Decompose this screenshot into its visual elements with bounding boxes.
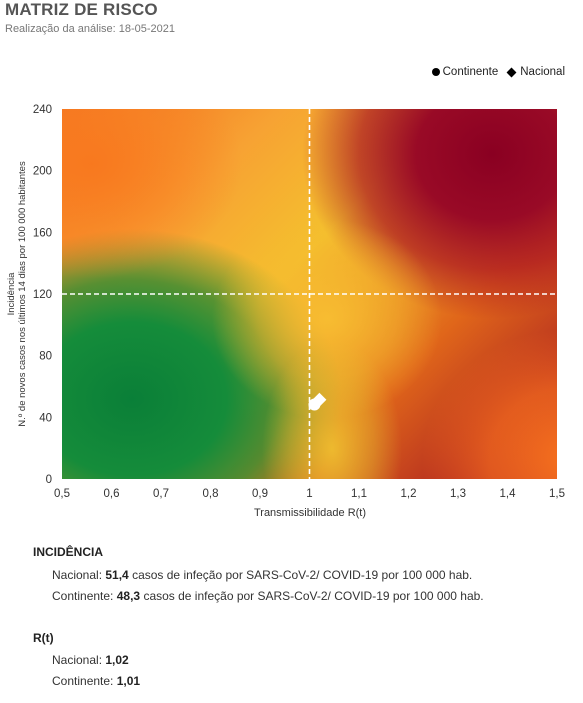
x-tick-label: 1,5 bbox=[549, 488, 565, 500]
x-tick-label: 0,7 bbox=[153, 488, 169, 500]
rt-continente-value: 1,01 bbox=[116, 674, 141, 688]
x-tick-label: 1 bbox=[306, 488, 312, 500]
x-tick-label: 1,4 bbox=[500, 488, 517, 500]
x-tick-label: 1,3 bbox=[450, 488, 466, 500]
incidencia-nacional-label: Nacional: bbox=[52, 568, 103, 582]
rt-nacional: Nacional: 1,02 bbox=[52, 653, 129, 667]
x-tick-label: 0,6 bbox=[104, 488, 120, 500]
circle-marker-icon bbox=[431, 68, 440, 76]
x-tick-label: 0,8 bbox=[203, 488, 219, 500]
y-tick-label: 200 bbox=[33, 166, 52, 178]
rt-nacional-value: 1,02 bbox=[105, 653, 129, 667]
y-axis-label-line2: N.º de novos casos nos últimos 14 dias p… bbox=[17, 161, 28, 427]
page-title: MATRIZ DE RISCO bbox=[5, 0, 158, 19]
legend-item-nacional: Nacional bbox=[506, 66, 565, 78]
incidencia-nacional: Nacional: 51,4 casos de infeção por SARS… bbox=[52, 568, 472, 582]
x-tick-label: 0,5 bbox=[54, 488, 70, 500]
y-tick-label: 0 bbox=[46, 474, 52, 486]
legend-item-continente: Continente bbox=[431, 66, 499, 78]
x-axis-label: Transmissibilidade R(t) bbox=[254, 507, 366, 519]
incidencia-nacional-text: casos de infeção por SARS-CoV-2/ COVID-1… bbox=[132, 568, 473, 582]
y-tick-label: 80 bbox=[39, 351, 52, 363]
y-tick-label: 240 bbox=[33, 104, 52, 116]
analysis-date: Realização da análise: 18-05-2021 bbox=[5, 23, 176, 35]
legend-label-continente: Continente bbox=[442, 66, 499, 78]
incidencia-heading: INCIDÊNCIA bbox=[33, 545, 104, 559]
y-tick-label: 40 bbox=[39, 412, 52, 424]
legend-label-nacional: Nacional bbox=[520, 66, 565, 78]
point-nacional bbox=[312, 392, 327, 407]
rt-continente-label: Continente: bbox=[52, 674, 114, 688]
rt-nacional-label: Nacional: bbox=[52, 653, 103, 667]
incidencia-continente: Continente: 48,3 casos de infeção por SA… bbox=[52, 589, 484, 603]
y-tick-label: 120 bbox=[33, 289, 52, 301]
x-tick-label: 0,9 bbox=[252, 488, 268, 500]
x-tick-label: 1,1 bbox=[351, 488, 367, 500]
rt-heading: R(t) bbox=[33, 631, 54, 645]
x-tick-label: 1,2 bbox=[401, 488, 417, 500]
incidencia-continente-text: casos de infeção por SARS-CoV-2/ COVID-1… bbox=[143, 589, 484, 603]
y-tick-label: 160 bbox=[33, 227, 52, 239]
incidencia-continente-label: Continente: bbox=[52, 589, 114, 603]
risk-gradient-background bbox=[62, 109, 557, 479]
incidencia-nacional-value: 51,4 bbox=[105, 568, 129, 582]
chart-legend: Continente Nacional bbox=[431, 66, 565, 78]
y-axis-label-line1: Incidência bbox=[6, 272, 17, 315]
incidencia-continente-value: 48,3 bbox=[116, 589, 141, 603]
rt-continente: Continente: 1,01 bbox=[52, 674, 140, 688]
